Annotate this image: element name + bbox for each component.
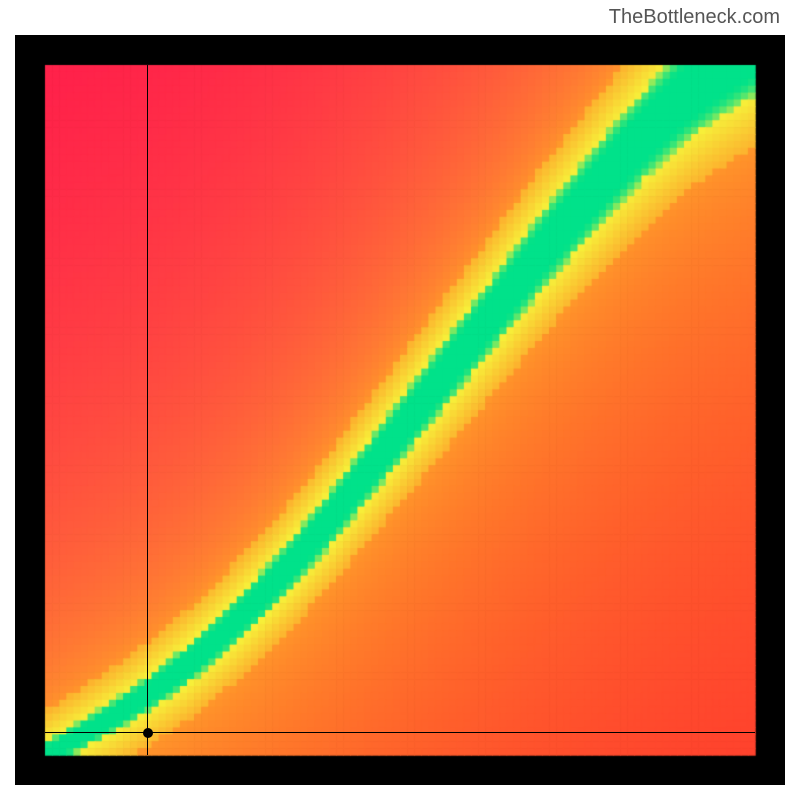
crosshair-vertical bbox=[147, 65, 148, 755]
crosshair-marker[interactable] bbox=[143, 728, 153, 738]
chart-container: TheBottleneck.com bbox=[0, 0, 800, 800]
bottleneck-heatmap bbox=[15, 35, 785, 785]
watermark-text: TheBottleneck.com bbox=[609, 6, 780, 29]
